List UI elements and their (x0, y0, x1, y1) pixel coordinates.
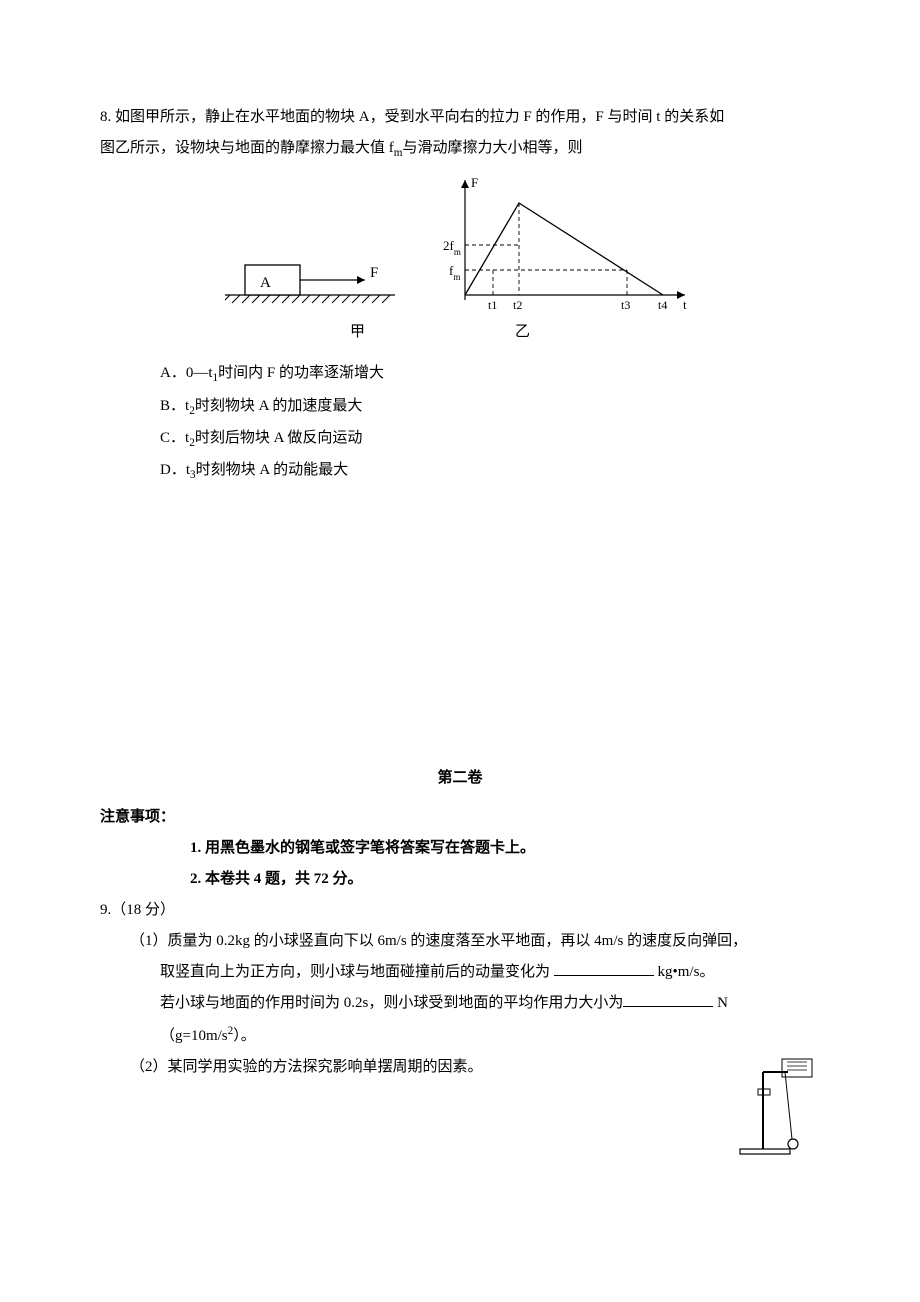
q9-p1-l4-tail: ）。 (233, 1028, 256, 1044)
q9-p2: （2）某同学用实验的方法探究影响单摆周期的因素。 (100, 1054, 820, 1081)
figure-captions: 甲 乙 (100, 319, 820, 346)
apparatus-icon (730, 1054, 820, 1164)
optC-post: 时刻后物块 A 做反向运动 (195, 430, 363, 446)
blank-force[interactable] (623, 991, 713, 1007)
q9-p1-l4: （g=10m/s2）。 (100, 1021, 820, 1050)
block-label: A (260, 275, 271, 291)
section2-title: 第二卷 (100, 765, 820, 792)
optD-pre: D．t (160, 462, 190, 478)
y-axis-label: F (471, 175, 478, 190)
q9-p1-l3-a: 若小球与地面的作用时间为 0.2s，则小球受到地面的平均作用力大小为 (160, 995, 623, 1011)
ytick-2fm-sub: m (454, 247, 461, 257)
xtick-t1: t1 (488, 298, 497, 312)
x-axis-label: t (683, 297, 687, 312)
figure-yi: F t 2fm fm t1 t2 t3 t4 (425, 175, 695, 315)
notice-1: 1. 用黑色墨水的钢笔或签字笔将答案写在答题卡上。 (100, 835, 820, 862)
figure-jia: A F (225, 245, 395, 315)
xtick-t2: t2 (513, 298, 522, 312)
ytick-fm-sub: m (453, 272, 460, 282)
blank-momentum[interactable] (554, 960, 654, 976)
ytick-2fm: 2f (443, 238, 455, 253)
q9-p1-l2-unit: kg•m/s。 (654, 964, 715, 980)
q9-p1-l3-unit: N (713, 995, 728, 1011)
q9-p1-l4-a: （g=10m/s (160, 1028, 228, 1044)
optB-post: 时刻物块 A 的加速度最大 (195, 398, 363, 414)
q9-p1-l2: 取竖直向上为正方向，则小球与地面碰撞前后的动量变化为 kg•m/s。 (100, 959, 820, 986)
q9-p1-l1: （1）质量为 0.2kg 的小球竖直向下以 6m/s 的速度落至水平地面，再以 … (100, 928, 820, 955)
optA-pre: A．0—t (160, 365, 213, 381)
notice-2: 2. 本卷共 4 题，共 72 分。 (100, 866, 820, 893)
q9-heading: 9.（18 分） (100, 897, 820, 924)
xtick-t4: t4 (658, 298, 667, 312)
optA-post: 时间内 F 的功率逐渐增大 (218, 365, 384, 381)
svg-text:fm: fm (449, 263, 460, 282)
q8-stem-line2-a: 图乙所示，设物块与地面的静摩擦力最大值 f (100, 140, 394, 156)
caption-jia: 甲 (350, 319, 365, 346)
q8-stem-line2-tail: 与滑动摩擦力大小相等，则 (403, 140, 583, 156)
q8-option-d: D．t3时刻物块 A 的动能最大 (100, 457, 820, 485)
xtick-t3: t3 (621, 298, 630, 312)
q9-p1-l3: 若小球与地面的作用时间为 0.2s，则小球受到地面的平均作用力大小为 N (100, 990, 820, 1017)
q8-stem-line1: 8. 如图甲所示，静止在水平地面的物块 A，受到水平向右的拉力 F 的作用，F … (100, 104, 820, 131)
q8-stem-line2: 图乙所示，设物块与地面的静摩擦力最大值 fm与滑动摩擦力大小相等，则 (100, 135, 820, 163)
q8-option-a: A．0—t1时间内 F 的功率逐渐增大 (100, 360, 820, 388)
q8-stem-line2-sub: m (394, 147, 403, 159)
caption-yi: 乙 (515, 319, 530, 346)
optD-post: 时刻物块 A 的动能最大 (196, 462, 349, 478)
optB-pre: B．t (160, 398, 189, 414)
optC-pre: C．t (160, 430, 189, 446)
q9-p1-l2-a: 取竖直向上为正方向，则小球与地面碰撞前后的动量变化为 (160, 964, 554, 980)
q8-figures: A F F t 2fm fm t1 t2 t3 t4 (100, 175, 820, 315)
svg-text:2fm: 2fm (443, 238, 461, 257)
q8-option-b: B．t2时刻物块 A 的加速度最大 (100, 393, 820, 421)
force-label: F (370, 265, 378, 281)
q8-option-c: C．t2时刻后物块 A 做反向运动 (100, 425, 820, 453)
notice-heading: 注意事项： (100, 804, 820, 831)
